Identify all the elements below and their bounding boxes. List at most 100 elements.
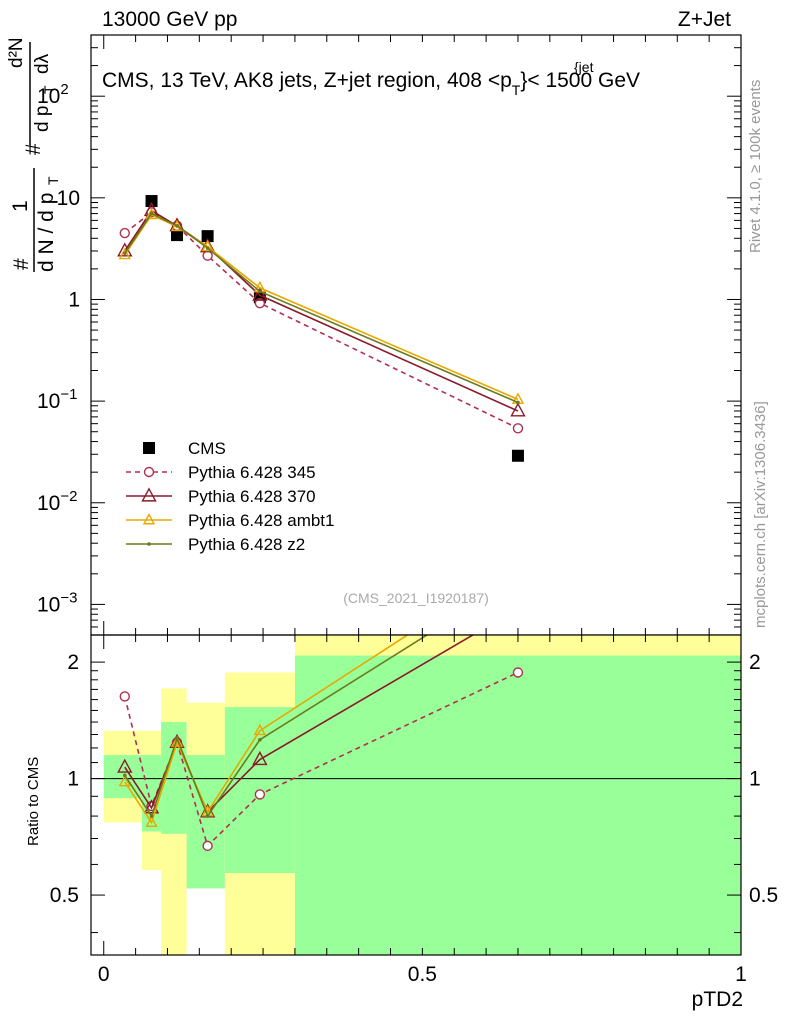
data-point bbox=[512, 423, 524, 434]
data-point bbox=[205, 246, 210, 250]
y-tick-label: 1 bbox=[67, 768, 79, 791]
series-line bbox=[124, 212, 519, 404]
ylabel-num: 1 bbox=[9, 200, 32, 212]
y-tick-label-right: 1 bbox=[749, 768, 761, 791]
legend-entry: CMS bbox=[143, 439, 226, 458]
data-point bbox=[258, 737, 262, 742]
title-close: }< 1500 GeV bbox=[520, 69, 640, 92]
y-tick-label: 0.5 bbox=[50, 884, 79, 907]
legend-label: Pythia 6.428 345 bbox=[188, 463, 316, 482]
series-line bbox=[124, 213, 519, 401]
data-point bbox=[510, 402, 526, 417]
data-point bbox=[171, 229, 184, 242]
legend-marker bbox=[143, 466, 155, 478]
y-tick-label: 2 bbox=[67, 651, 79, 674]
legend-entry: Pythia 6.428 z2 bbox=[126, 535, 305, 554]
ylabel-right-num: d²N bbox=[6, 37, 27, 68]
xlabel: pTD2 bbox=[692, 988, 743, 1011]
ylabel-den: d N / d p bbox=[35, 193, 58, 272]
main-plot-panel: 10−3 10−2 10−1 1 10 102 bbox=[37, 34, 742, 636]
rivet-side-label: Rivet 4.1.0, ≥ 100k events bbox=[747, 80, 764, 253]
y-tick-label-right: 2 bbox=[749, 651, 761, 674]
x-ticks: 0 0.5 1 bbox=[98, 35, 747, 986]
y-tick-label: 10−3 bbox=[37, 589, 77, 616]
legend-marker bbox=[141, 487, 157, 502]
ratio-ylabel: Ratio to CMS bbox=[25, 757, 42, 846]
data-point bbox=[253, 723, 267, 736]
data-point bbox=[170, 219, 184, 232]
data-point bbox=[117, 758, 133, 773]
header-right-label: Z+Jet bbox=[678, 8, 731, 31]
legend: CMS Pythia 6.428 345 Pythia 6.428 370 Pythi… bbox=[126, 439, 334, 554]
ratio-plot-panel: 0 0.5 10.5 0.51 12 2 bbox=[50, 35, 778, 986]
data-point bbox=[252, 750, 268, 766]
legend-marker bbox=[142, 513, 156, 525]
legend-label: Pythia 6.428 z2 bbox=[188, 535, 305, 554]
legend-label: CMS bbox=[188, 439, 226, 458]
data-point bbox=[254, 789, 266, 800]
data-point bbox=[202, 250, 213, 261]
data-point bbox=[254, 297, 266, 309]
data-point bbox=[511, 449, 524, 462]
series-line bbox=[124, 209, 519, 412]
data-point bbox=[149, 211, 154, 216]
ratio-y-ticks: 0.5 0.5 1 1 2 2 bbox=[50, 651, 778, 934]
data-point bbox=[149, 814, 154, 818]
ylabel-right-den-sub: T bbox=[41, 85, 57, 94]
x-tick-label: 0.5 bbox=[408, 963, 437, 986]
series-group bbox=[117, 558, 524, 852]
data-point bbox=[252, 286, 268, 301]
series-group bbox=[117, 195, 526, 462]
analysis-watermark: (CMS_2021_I1920187) bbox=[343, 590, 489, 606]
legend-entry: Pythia 6.428 370 bbox=[126, 487, 316, 506]
data-point bbox=[511, 601, 524, 613]
data-point bbox=[201, 230, 214, 243]
mcplots-side-label: mcplots.cern.ch [arXiv:1306.3436] bbox=[752, 401, 769, 628]
data-point bbox=[205, 814, 210, 818]
data-point bbox=[118, 247, 131, 260]
series-line bbox=[123, 671, 519, 848]
ylabel-hash-left: # bbox=[10, 258, 33, 270]
x-tick-label: 1 bbox=[735, 963, 747, 986]
ylabel-hash-mid: # bbox=[22, 143, 45, 155]
svg-text:CMS, 13 TeV, AK8 jets, Z+jet r: CMS, 13 TeV, AK8 jets, Z+jet region, 408… bbox=[102, 69, 640, 98]
title-sub: T bbox=[512, 82, 521, 98]
green-band-bin bbox=[294, 655, 741, 955]
legend-marker bbox=[143, 442, 155, 454]
main-y-ticks: 10−3 10−2 10−1 1 10 102 bbox=[37, 34, 741, 636]
data-point bbox=[512, 667, 524, 678]
data-point bbox=[202, 840, 213, 852]
data-point bbox=[119, 227, 130, 239]
ylabel-right-den: d p bbox=[32, 106, 53, 132]
plot-title: CMS, 13 TeV, AK8 jets, Z+jet region, 408… bbox=[102, 59, 640, 98]
data-point bbox=[175, 224, 179, 228]
main-ylabel: # 1 d N / d p T # d²N d p T dλ bbox=[6, 37, 61, 272]
legend-label: Pythia 6.428 ambt1 bbox=[188, 511, 334, 530]
legend-label: Pythia 6.428 370 bbox=[188, 487, 316, 506]
x-tick-label: 0 bbox=[98, 963, 110, 986]
data-point bbox=[170, 735, 184, 747]
data-point bbox=[145, 195, 158, 208]
data-point bbox=[175, 736, 179, 741]
legend-entry: Pythia 6.428 345 bbox=[126, 463, 316, 482]
y-tick-label: 10−2 bbox=[37, 488, 77, 515]
data-point bbox=[118, 775, 131, 787]
data-point bbox=[516, 400, 520, 405]
uncertainty-bands bbox=[103, 635, 741, 955]
data-point bbox=[513, 558, 523, 567]
y-tick-label-right: 0.5 bbox=[749, 884, 778, 907]
ylabel-right-den-tail: dλ bbox=[32, 53, 53, 74]
band-gap bbox=[186, 888, 225, 955]
y-tick-label: 1 bbox=[68, 288, 80, 311]
data-point bbox=[169, 733, 185, 749]
legend-entry: Pythia 6.428 ambt1 bbox=[126, 511, 334, 530]
series-line bbox=[124, 635, 429, 818]
data-point bbox=[145, 815, 158, 827]
data-point bbox=[258, 289, 262, 294]
ylabel-den-sub: T bbox=[45, 176, 61, 185]
data-point bbox=[122, 773, 127, 778]
ratio-frame bbox=[90, 634, 742, 956]
data-point bbox=[122, 251, 127, 256]
title-main: CMS, 13 TeV, AK8 jets, Z+jet region, 408… bbox=[102, 69, 512, 92]
